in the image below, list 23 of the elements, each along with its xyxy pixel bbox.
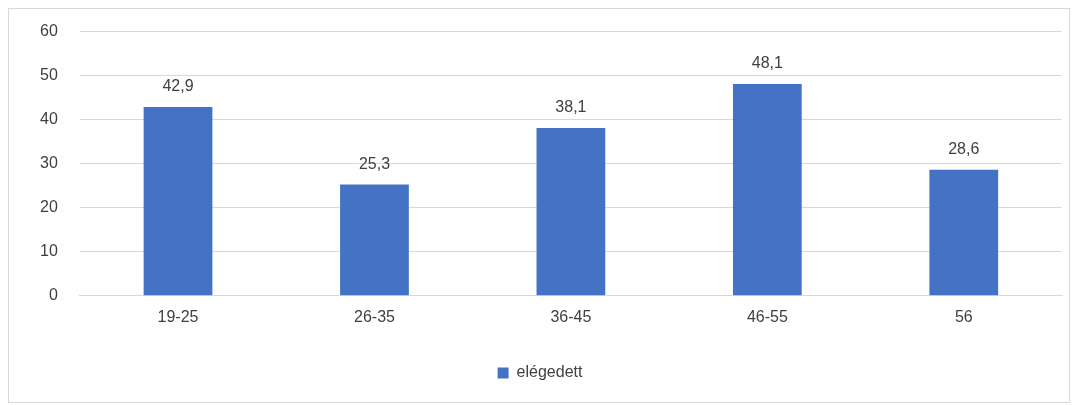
data-label: 38,1 [555,98,587,116]
bar [143,106,213,296]
x-tick-label: 19-25 [157,307,199,325]
data-label: 25,3 [358,154,391,172]
y-tick-label: 0 [48,286,58,304]
x-tick-label: 26-35 [354,307,396,325]
bar [340,184,409,296]
bar [732,84,802,296]
y-tick-label: 60 [40,22,58,40]
legend-label: elégedett [516,363,583,381]
bar [536,128,606,296]
y-tick-label: 50 [40,66,58,84]
data-label: 48,1 [751,54,784,72]
bar [929,169,999,296]
x-tick-label: 46-55 [746,307,788,325]
x-tick-label: 36-45 [550,307,592,325]
y-tick-label: 20 [40,198,58,216]
data-label: 28,6 [948,140,980,158]
x-tick-label: 56 [954,307,973,325]
y-tick-label: 40 [40,110,58,128]
y-tick-label: 30 [40,154,58,172]
y-tick-label: 10 [40,242,58,260]
data-label: 42,9 [162,77,194,95]
